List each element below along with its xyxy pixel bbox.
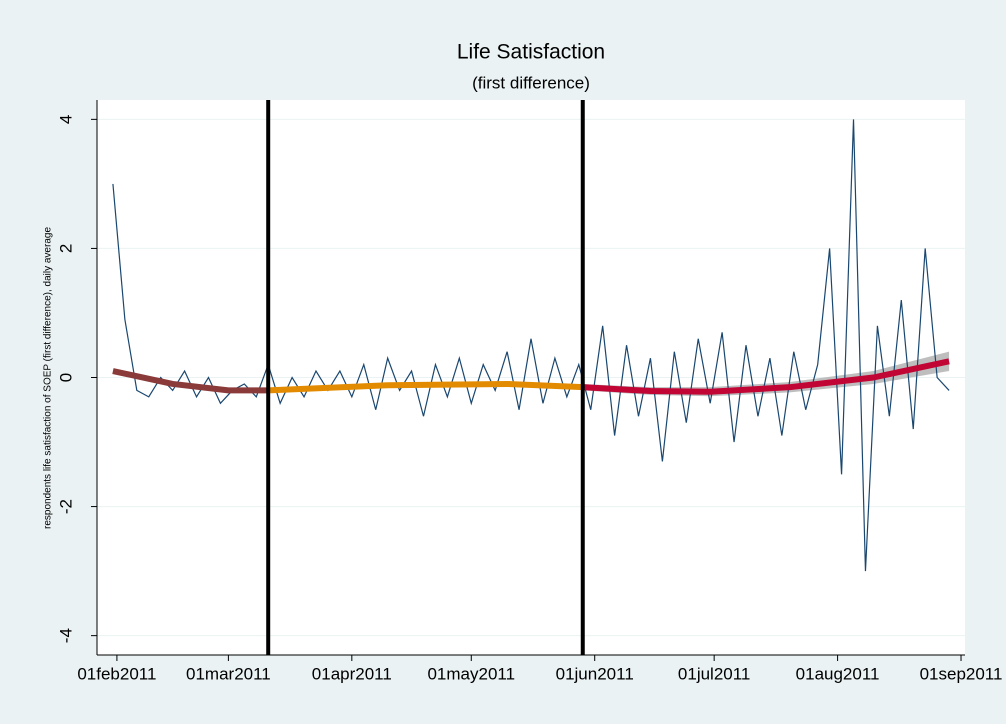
x-tick-label: 01sep2011 [920, 664, 1003, 683]
x-tick-label: 01apr2011 [312, 664, 392, 683]
confidence-band [582, 351, 950, 397]
smooth-line [112, 368, 269, 394]
x-tick-label: 01feb2011 [77, 664, 156, 683]
x-tick-label: 01aug2011 [796, 664, 880, 683]
y-axis-label: respondents life satisfaction of SOEP (f… [43, 227, 54, 529]
smooth-line [582, 358, 950, 395]
y-tick-label: -2 [56, 499, 75, 514]
x-tick-label: 01mar2011 [186, 664, 271, 683]
y-tick-label: 0 [56, 373, 75, 382]
smooth-line [268, 380, 583, 394]
chart-subtitle: (first difference) [472, 73, 590, 92]
y-tick-label: 4 [56, 115, 75, 124]
y-tick-label: 2 [56, 244, 75, 253]
x-tick-label: 01jun2011 [556, 664, 634, 683]
x-tick-label: 01may2011 [427, 664, 515, 683]
x-tick-label: 01jul2011 [678, 664, 750, 683]
y-tick-label: -4 [56, 628, 75, 643]
chart-title: Life Satisfaction [457, 41, 605, 64]
